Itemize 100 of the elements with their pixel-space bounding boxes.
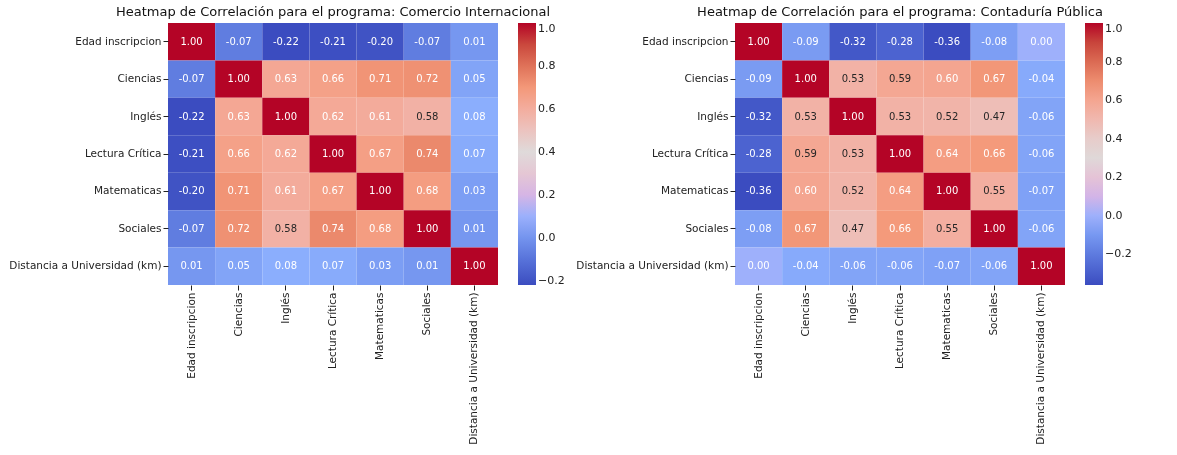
- y-tick-label: Ciencias: [684, 72, 729, 85]
- data-label: -0.06: [839, 260, 866, 272]
- data-label: 0.01: [416, 260, 439, 272]
- data-label: 1.00: [369, 185, 392, 197]
- data-label: -0.20: [178, 185, 205, 197]
- data-label: 0.07: [463, 148, 486, 159]
- data-label: -0.20: [367, 35, 394, 47]
- data-label: 0.00: [747, 260, 770, 272]
- data-label: 0.62: [274, 148, 297, 159]
- data-label: 0.47: [983, 110, 1006, 122]
- data-label: 0.59: [888, 73, 912, 85]
- data-label: -0.36: [745, 185, 772, 197]
- color-bar-label: 0.0: [538, 230, 556, 244]
- x-tick-label: Lectura Crítica: [893, 292, 905, 370]
- data-label: 1.00: [274, 110, 297, 122]
- data-label: 0.58: [416, 110, 439, 122]
- x-tick-label: Inglés: [845, 292, 858, 324]
- data-label: 1.00: [321, 148, 345, 159]
- x-tick-label: Lectura Crítica: [326, 292, 338, 370]
- data-label: -0.28: [887, 35, 913, 47]
- data-label: 0.67: [983, 73, 1006, 85]
- data-label: 0.52: [936, 110, 959, 122]
- data-label: -0.06: [1028, 110, 1055, 122]
- color-bar-label: 0.0: [1105, 208, 1123, 222]
- data-label: -0.09: [792, 35, 819, 47]
- data-label: -0.06: [981, 260, 1008, 272]
- color-bar-label: 0.8: [538, 58, 556, 72]
- data-label: 0.74: [416, 148, 439, 159]
- color-bar-label: 0.4: [1105, 131, 1123, 145]
- data-label: -0.22: [178, 110, 205, 122]
- data-label: 1.00: [416, 222, 439, 234]
- data-label: -0.07: [225, 35, 252, 47]
- data-label: 0.03: [463, 185, 486, 197]
- data-label: -0.21: [320, 35, 346, 47]
- data-label: 0.71: [369, 73, 392, 85]
- color-bar-label: −0.2: [1105, 247, 1132, 261]
- data-label: 0.08: [463, 110, 486, 122]
- x-tick-label: Inglés: [278, 292, 291, 324]
- color-bar-label: 1.0: [538, 22, 556, 35]
- data-label: 0.66: [227, 148, 250, 159]
- data-label: 0.64: [936, 148, 959, 159]
- data-label: -0.06: [887, 260, 913, 272]
- data-label: -0.06: [1028, 148, 1055, 159]
- y-tick-label: Ciencias: [117, 72, 162, 85]
- y-tick-label: Lectura Crítica: [651, 147, 729, 159]
- data-label: -0.08: [745, 222, 772, 234]
- data-label: -0.32: [745, 110, 772, 122]
- data-label: 0.08: [274, 260, 297, 272]
- data-label: 0.68: [416, 185, 439, 197]
- chart-title: Heatmap de Correlación para el programa: Contaduría Pública: [697, 4, 1103, 19]
- data-label: 0.71: [227, 185, 250, 197]
- y-tick-label: Matematicas: [94, 184, 162, 197]
- data-label: -0.06: [1028, 222, 1055, 234]
- y-tick-label: Sociales: [118, 221, 162, 234]
- data-label: 0.67: [321, 185, 345, 197]
- data-label: 0.53: [888, 110, 912, 122]
- data-label: 1.00: [227, 73, 250, 85]
- data-label: 0.01: [180, 260, 203, 272]
- y-tick-label: Matematicas: [661, 184, 729, 197]
- x-tick-label: Distancia a Universidad (km): [1034, 292, 1047, 445]
- x-tick-label: Matematicas: [940, 292, 953, 360]
- y-tick-label: Edad inscripcion: [75, 34, 162, 47]
- data-label: 0.47: [841, 222, 864, 234]
- data-label: 0.58: [274, 222, 297, 234]
- data-label: 0.63: [274, 73, 297, 85]
- data-label: -0.07: [178, 73, 205, 85]
- color-bar-label: 0.2: [538, 187, 556, 201]
- x-tick-label: Distancia a Universidad (km): [467, 292, 480, 445]
- x-tick-label: Ciencias: [231, 292, 244, 337]
- data-label: 0.00: [1030, 35, 1053, 47]
- color-bar-label: 0.6: [1105, 93, 1123, 107]
- data-label: 0.01: [463, 35, 486, 47]
- x-tick-label: Matematicas: [373, 292, 386, 360]
- data-label: -0.08: [981, 35, 1008, 47]
- data-label: 0.53: [794, 110, 817, 122]
- data-label: 0.62: [321, 110, 345, 122]
- data-label: 1.00: [983, 222, 1006, 234]
- data-label: 0.01: [463, 222, 486, 234]
- color-bar-label: 1.0: [1105, 22, 1123, 35]
- data-label: -0.07: [1028, 185, 1055, 197]
- data-label: 1.00: [180, 35, 203, 47]
- color-bar-label: 0.4: [538, 144, 556, 158]
- y-tick-label: Distancia a Universidad (km): [576, 259, 729, 272]
- data-label: 1.00: [936, 185, 959, 197]
- color-bar-label: 0.6: [538, 101, 556, 115]
- data-label: -0.32: [839, 35, 866, 47]
- data-label: -0.22: [272, 35, 299, 47]
- data-label: 0.66: [888, 222, 912, 234]
- data-label: 0.63: [227, 110, 250, 122]
- data-label: 1.00: [1030, 260, 1053, 272]
- x-tick-label: Sociales: [420, 292, 433, 336]
- data-label: 0.59: [794, 148, 817, 159]
- data-label: -0.28: [745, 148, 772, 159]
- data-label: 0.05: [463, 73, 486, 85]
- color-bar-label: −0.2: [538, 273, 565, 287]
- data-label: 0.53: [841, 148, 864, 159]
- data-label: -0.04: [792, 260, 819, 272]
- chart-title: Heatmap de Correlación para el programa: Comercio Internacional: [115, 4, 551, 19]
- data-label: 0.60: [936, 73, 959, 85]
- data-label: 0.67: [369, 148, 392, 159]
